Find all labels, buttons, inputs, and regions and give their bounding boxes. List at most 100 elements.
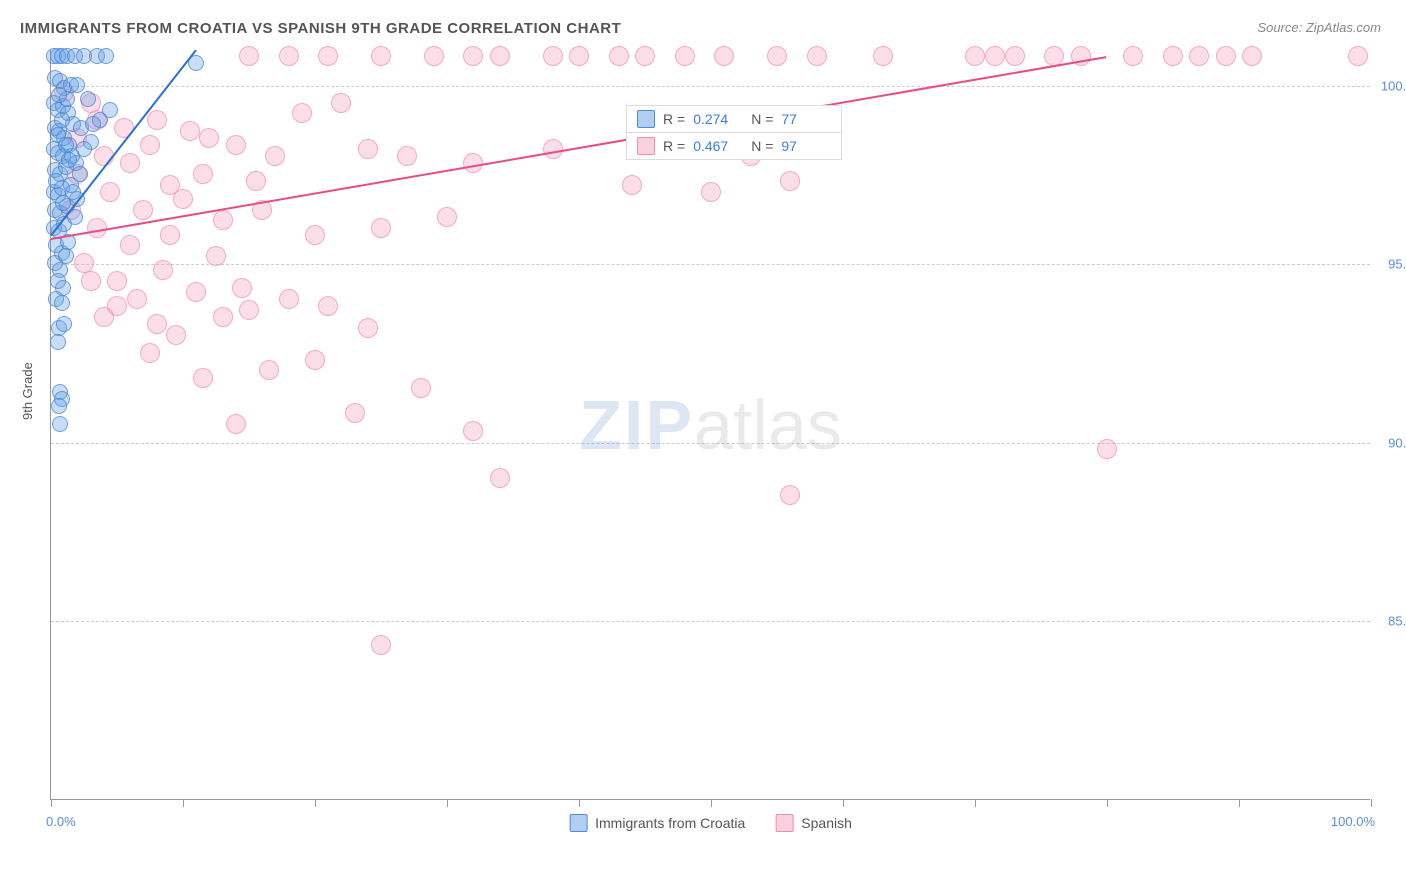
- watermark-part2: atlas: [694, 386, 842, 464]
- data-point: [714, 46, 734, 66]
- data-point: [1097, 439, 1117, 459]
- data-point: [94, 146, 114, 166]
- data-point: [72, 166, 88, 182]
- data-point: [54, 112, 70, 128]
- data-point: [543, 139, 563, 159]
- data-point: [318, 296, 338, 316]
- data-point: [67, 209, 83, 225]
- data-point: [279, 46, 299, 66]
- data-point: [965, 46, 985, 66]
- data-point: [100, 182, 120, 202]
- data-point: [193, 164, 213, 184]
- data-point: [490, 468, 510, 488]
- stats-row-pink: R = 0.467 N = 97: [627, 132, 841, 159]
- data-point: [127, 289, 147, 309]
- data-point: [397, 146, 417, 166]
- data-point: [265, 146, 285, 166]
- stats-legend: R = 0.274 N = 77 R = 0.467 N = 97: [626, 105, 842, 160]
- data-point: [1071, 46, 1091, 66]
- data-point: [622, 175, 642, 195]
- gridline: [51, 264, 1370, 265]
- data-point: [232, 278, 252, 298]
- data-point: [358, 139, 378, 159]
- data-point: [180, 121, 200, 141]
- data-point: [58, 137, 74, 153]
- y-tick-label: 100.0%: [1381, 78, 1406, 93]
- data-point: [543, 46, 563, 66]
- x-tick: [975, 799, 976, 807]
- data-point: [1123, 46, 1143, 66]
- legend-item-blue: Immigrants from Croatia: [569, 814, 745, 832]
- y-tick-label: 85.0%: [1388, 614, 1406, 629]
- data-point: [61, 152, 77, 168]
- data-point: [107, 296, 127, 316]
- data-point: [58, 248, 74, 264]
- data-point: [1216, 46, 1236, 66]
- data-point: [98, 48, 114, 64]
- data-point: [371, 635, 391, 655]
- x-axis-min-label: 0.0%: [46, 814, 76, 829]
- data-point: [226, 414, 246, 434]
- data-point: [305, 225, 325, 245]
- data-point: [120, 235, 140, 255]
- data-point: [675, 46, 695, 66]
- data-point: [166, 325, 186, 345]
- data-point: [160, 225, 180, 245]
- x-tick: [1239, 799, 1240, 807]
- stats-row-blue: R = 0.274 N = 77: [627, 106, 841, 132]
- r-label: R =: [663, 138, 685, 154]
- y-axis-title: 9th Grade: [20, 362, 35, 420]
- data-point: [239, 300, 259, 320]
- data-point: [246, 171, 266, 191]
- r-label: R =: [663, 111, 685, 127]
- n-label: N =: [751, 111, 773, 127]
- data-point: [69, 77, 85, 93]
- swatch-pink-icon: [637, 137, 655, 155]
- data-point: [780, 171, 800, 191]
- y-tick-label: 90.0%: [1388, 435, 1406, 450]
- chart-plot-area: ZIPatlas R = 0.274 N = 77 R = 0.467 N = …: [50, 50, 1370, 800]
- data-point: [102, 102, 118, 118]
- x-tick: [1107, 799, 1108, 807]
- legend-label-blue: Immigrants from Croatia: [595, 815, 745, 831]
- data-point: [807, 46, 827, 66]
- y-tick-label: 95.0%: [1388, 257, 1406, 272]
- data-point: [437, 207, 457, 227]
- source-name: ZipAtlas.com: [1306, 20, 1381, 35]
- x-tick: [51, 799, 52, 807]
- data-point: [51, 87, 67, 103]
- data-point: [424, 46, 444, 66]
- data-point: [1005, 46, 1025, 66]
- data-point: [279, 289, 299, 309]
- data-point: [873, 46, 893, 66]
- data-point: [147, 314, 167, 334]
- data-point: [50, 334, 66, 350]
- data-point: [609, 46, 629, 66]
- data-point: [114, 118, 134, 138]
- data-point: [463, 421, 483, 441]
- x-axis-max-label: 100.0%: [1331, 814, 1375, 829]
- data-point: [80, 91, 96, 107]
- data-point: [569, 46, 589, 66]
- chart-title: IMMIGRANTS FROM CROATIA VS SPANISH 9TH G…: [20, 20, 621, 37]
- data-point: [780, 485, 800, 505]
- data-point: [120, 153, 140, 173]
- data-point: [140, 343, 160, 363]
- x-tick: [843, 799, 844, 807]
- data-point: [140, 135, 160, 155]
- data-point: [188, 55, 204, 71]
- source-prefix: Source:: [1257, 20, 1305, 35]
- data-point: [331, 93, 351, 113]
- data-point: [305, 350, 325, 370]
- data-point: [767, 46, 787, 66]
- data-point: [193, 368, 213, 388]
- data-point: [160, 175, 180, 195]
- data-point: [54, 295, 70, 311]
- data-point: [371, 218, 391, 238]
- data-point: [1163, 46, 1183, 66]
- series-legend: Immigrants from Croatia Spanish: [569, 814, 852, 832]
- data-point: [490, 46, 510, 66]
- data-point: [252, 200, 272, 220]
- data-point: [239, 46, 259, 66]
- data-point: [48, 173, 64, 189]
